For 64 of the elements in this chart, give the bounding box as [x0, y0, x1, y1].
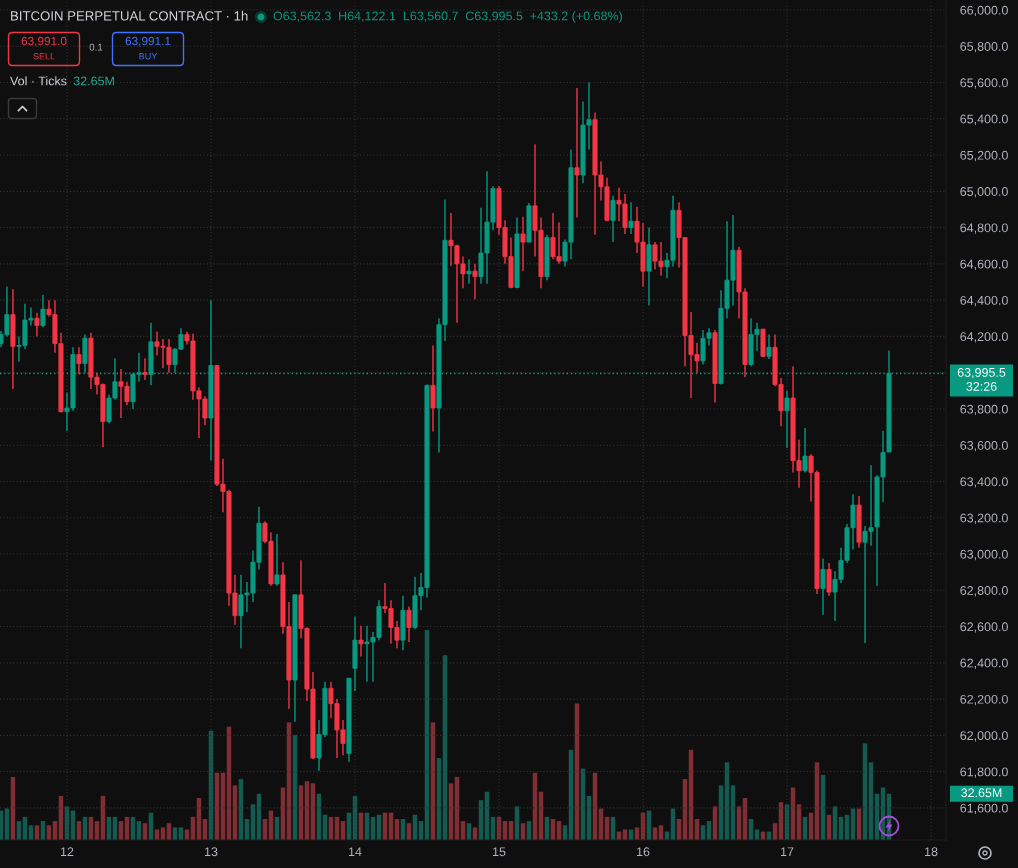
- annotation: Vol · Ticks: [10, 76, 67, 86]
- y-tick-label: 63,400.0: [960, 477, 1008, 488]
- annotation: C63,995.5: [465, 11, 523, 22]
- y-tick-label: 64,800.0: [960, 223, 1008, 234]
- candlestick: [520, 216, 526, 272]
- candlestick: [784, 390, 790, 449]
- y-tick-label: 61,600.0: [960, 803, 1008, 815]
- candlestick: [628, 201, 634, 235]
- y-tick-label: 63,600.0: [960, 441, 1008, 452]
- candlestick: [820, 557, 826, 616]
- y-tick-label: 61,800.0: [960, 767, 1008, 778]
- y-tick-label: 62,000.0: [960, 731, 1008, 742]
- y-tick-label: 65,400.0: [960, 114, 1008, 125]
- x-tick-label: 18: [925, 847, 938, 857]
- candlestick: [766, 333, 772, 360]
- y-tick-label: 63,200.0: [960, 513, 1008, 524]
- y-tick-label: 62,800.0: [960, 586, 1008, 597]
- candlestick: [610, 195, 616, 243]
- candlestick: [76, 346, 82, 376]
- annotation: 0.1: [89, 43, 103, 51]
- annotation: O63,562.3: [273, 11, 331, 22]
- y-tick-label: 64,400.0: [960, 295, 1008, 307]
- candlestick: [826, 562, 832, 597]
- x-tick-label: 16: [637, 847, 650, 857]
- y-tick-label: 64,200.0: [960, 332, 1008, 343]
- y-tick-label: 64,600.0: [960, 259, 1008, 270]
- y-tick-label: 65,600.0: [960, 78, 1008, 89]
- text: 32:26: [966, 381, 997, 391]
- y-tick-label: 62,400.0: [960, 658, 1008, 669]
- y-tick-label: 65,000.0: [960, 187, 1008, 198]
- annotation: 63,991.1: [125, 36, 171, 47]
- candlestick: [142, 357, 148, 381]
- candlestick: [406, 605, 412, 643]
- y-tick-label: 63,800.0: [960, 404, 1008, 416]
- candlestick: [430, 344, 436, 433]
- x-tick-label: 17: [781, 847, 794, 856]
- text: BITCOIN PERPETUAL CONTRACT · 1h: [11, 10, 248, 21]
- y-tick-label: 65,800.0: [960, 42, 1008, 53]
- y-tick-label: 62,600.0: [960, 622, 1008, 633]
- candlestick: [40, 293, 46, 329]
- candlestick: [574, 87, 580, 219]
- y-tick-label: 65,200.0: [960, 150, 1008, 162]
- x-tick-label: 14: [348, 847, 362, 856]
- y-tick-label: 66,000.0: [960, 5, 1008, 17]
- y-tick-label: 63,000.0: [960, 549, 1008, 561]
- annotation: 63,991.0: [21, 36, 67, 47]
- x-tick-label: 15: [493, 847, 506, 857]
- text: 32.65M: [961, 788, 1002, 798]
- candlestick: [472, 263, 478, 300]
- candlestick: [802, 427, 808, 474]
- annotation: +433.2 (+0.68%): [530, 11, 622, 23]
- annotation: BUY: [139, 53, 158, 60]
- annotation: 32.65M: [73, 76, 114, 86]
- x-tick-label: 12: [60, 847, 74, 856]
- ref-line-label: 63,995.5: [957, 367, 1006, 379]
- annotation: SELL: [33, 53, 55, 60]
- annotation: L63,560.7: [403, 11, 458, 22]
- x-tick-label: 13: [204, 847, 218, 857]
- annotation: H64,122.1: [339, 11, 396, 22]
- y-tick-label: 62,200.0: [960, 694, 1008, 706]
- candlestick: [466, 258, 472, 285]
- candlestick: [358, 624, 364, 658]
- candlestick: [274, 533, 280, 587]
- candlestick: [34, 312, 40, 338]
